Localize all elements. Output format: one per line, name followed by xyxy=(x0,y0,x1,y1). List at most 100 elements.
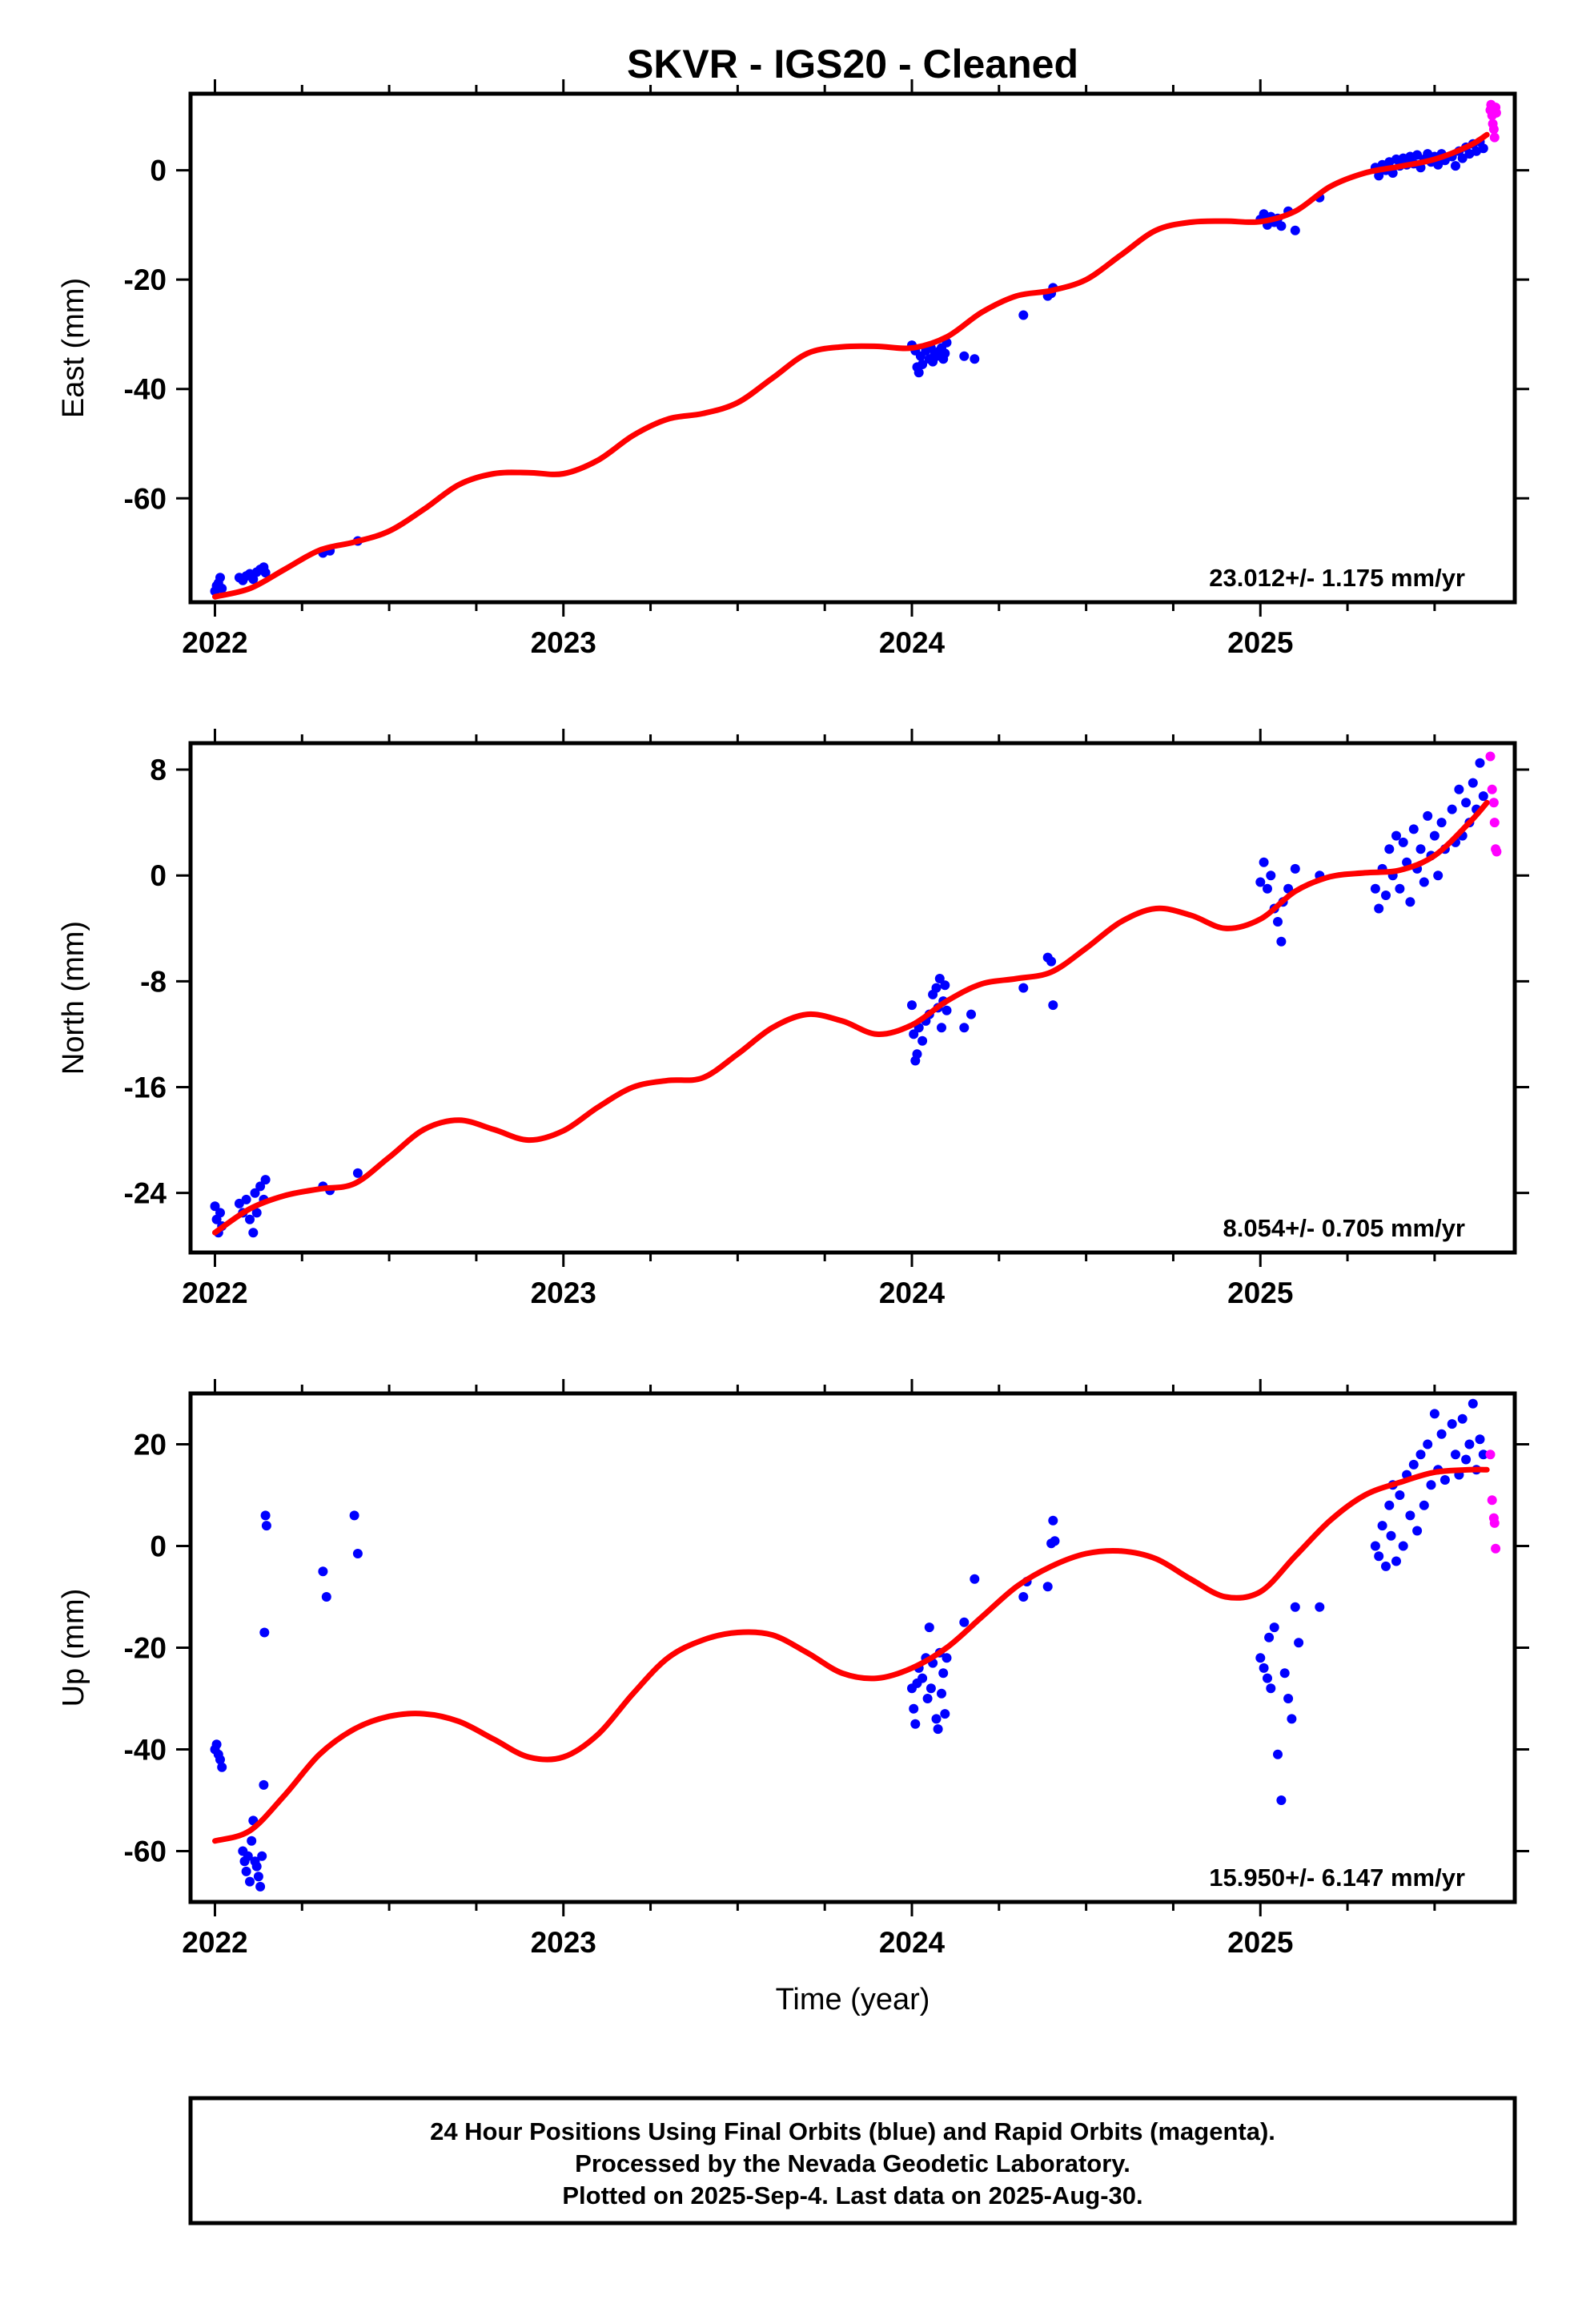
north-rapid-point xyxy=(1489,818,1500,828)
north-x-tick-label: 2022 xyxy=(182,1277,247,1309)
up-final-point xyxy=(1279,1668,1290,1679)
north-model-curve xyxy=(212,799,1490,1236)
east-final-point xyxy=(1374,171,1384,181)
north-final-point xyxy=(1370,883,1380,894)
east-y-tick-label: 0 xyxy=(150,155,167,187)
north-y-axis-label: North (mm) xyxy=(57,921,90,1075)
up-final-point xyxy=(1429,1409,1439,1419)
north-y-tick-label: -16 xyxy=(124,1072,167,1104)
north-final-point xyxy=(934,974,945,983)
north-plot-frame xyxy=(188,741,1517,1255)
up-final-point xyxy=(1478,1449,1488,1460)
up-final-point xyxy=(1384,1500,1395,1510)
north-final-point xyxy=(907,1000,917,1011)
footer-line-2: Processed by the Nevada Geodetic Laborat… xyxy=(575,2149,1130,2177)
up-x-tick-label: 2024 xyxy=(879,1926,946,1959)
up-rate-label: 15.950+/- 6.147 mm/yr xyxy=(1209,1864,1465,1892)
up-final-point xyxy=(261,1521,271,1531)
north-final-point xyxy=(241,1194,251,1204)
east-final-point xyxy=(248,574,259,585)
north-points-layer xyxy=(210,751,1502,1238)
up-final-point xyxy=(1255,1653,1266,1663)
north-final-point xyxy=(1429,830,1439,841)
east-final-point xyxy=(1451,161,1460,171)
up-rapid-point xyxy=(1485,1449,1496,1460)
north-final-point xyxy=(234,1198,244,1208)
north-final-point xyxy=(940,980,950,991)
up-final-point xyxy=(1436,1429,1447,1439)
north-final-point xyxy=(1395,883,1405,894)
east-final-point xyxy=(959,351,970,361)
up-y-tick-label: 20 xyxy=(134,1429,167,1462)
up-model-curve xyxy=(212,1466,1490,1844)
east-final-point xyxy=(1018,310,1029,320)
up-final-point xyxy=(217,1762,227,1772)
east-final-point xyxy=(1276,221,1287,231)
north-final-point xyxy=(1436,818,1447,828)
north-final-point xyxy=(245,1214,255,1224)
north-final-point xyxy=(1468,778,1478,788)
footer-frame xyxy=(188,2096,1517,2225)
north-final-point xyxy=(248,1228,259,1238)
north-y-tick-label: 8 xyxy=(150,754,167,786)
east-final-point xyxy=(260,568,271,578)
north-final-point xyxy=(1423,810,1433,821)
north-rate-label: 8.054+/- 0.705 mm/yr xyxy=(1223,1214,1465,1242)
up-final-point xyxy=(259,1627,270,1638)
east-y-tick-label: -20 xyxy=(124,263,167,296)
east-final-point xyxy=(1412,150,1423,160)
up-final-point xyxy=(1263,1673,1272,1683)
north-final-point xyxy=(1046,956,1057,967)
north-final-point xyxy=(1478,791,1488,802)
up-final-point xyxy=(1461,1454,1472,1465)
up-final-point xyxy=(910,1719,921,1729)
up-y-tick-label: -40 xyxy=(124,1734,167,1767)
north-final-point xyxy=(1381,891,1391,900)
up-panel: 2022 2023 2024 2025 20 0 -20 -40 -60 Up (mm) 15.… xyxy=(57,1379,1529,2016)
north-final-point xyxy=(1454,784,1464,794)
north-final-point xyxy=(909,1029,919,1039)
up-final-point xyxy=(1050,1536,1060,1546)
north-final-point xyxy=(912,1049,922,1059)
north-final-point xyxy=(1408,824,1419,834)
north-final-point xyxy=(1048,1000,1058,1011)
up-final-point xyxy=(1395,1490,1405,1500)
up-final-point xyxy=(959,1617,970,1627)
up-final-point xyxy=(1451,1449,1460,1460)
up-final-point xyxy=(924,1622,934,1633)
north-final-point xyxy=(210,1201,220,1212)
up-y-axis-label: Up (mm) xyxy=(57,1589,90,1707)
up-y-tick-label: -20 xyxy=(124,1632,167,1665)
north-final-point xyxy=(1461,798,1472,808)
east-rapid-point xyxy=(1489,132,1500,143)
up-final-point xyxy=(241,1866,251,1876)
up-final-point xyxy=(1315,1602,1325,1612)
up-x-tick-label: 2023 xyxy=(531,1926,596,1959)
north-final-point xyxy=(1273,917,1283,927)
east-final-point xyxy=(1457,153,1468,163)
up-final-point xyxy=(1283,1694,1294,1703)
up-final-point xyxy=(1419,1500,1429,1510)
up-final-point xyxy=(215,1755,225,1765)
east-rapid-point xyxy=(1491,107,1501,118)
north-final-point xyxy=(1259,857,1269,867)
east-y-axis-label: East (mm) xyxy=(57,278,90,418)
x-axis-label: Time (year) xyxy=(776,1983,930,2016)
north-x-tick-label: 2025 xyxy=(1227,1277,1293,1309)
up-final-point xyxy=(251,1861,262,1872)
east-x-tick-label: 2023 xyxy=(531,626,596,659)
east-final-point xyxy=(940,348,950,359)
up-final-point xyxy=(909,1703,919,1714)
east-model-curve xyxy=(212,131,1490,600)
north-final-point xyxy=(1018,983,1029,993)
east-x-tick-label: 2025 xyxy=(1227,626,1293,659)
up-final-point xyxy=(1287,1714,1297,1724)
up-final-point xyxy=(321,1592,331,1602)
east-final-point xyxy=(917,360,928,369)
north-rapid-point xyxy=(1487,784,1497,794)
north-final-point xyxy=(1290,863,1300,874)
footer-box: 24 Hour Positions Using Final Orbits (bl… xyxy=(188,2096,1517,2225)
east-final-point xyxy=(913,368,924,378)
up-y-tick-label: -60 xyxy=(124,1835,167,1868)
up-plot-frame xyxy=(188,1391,1517,1904)
